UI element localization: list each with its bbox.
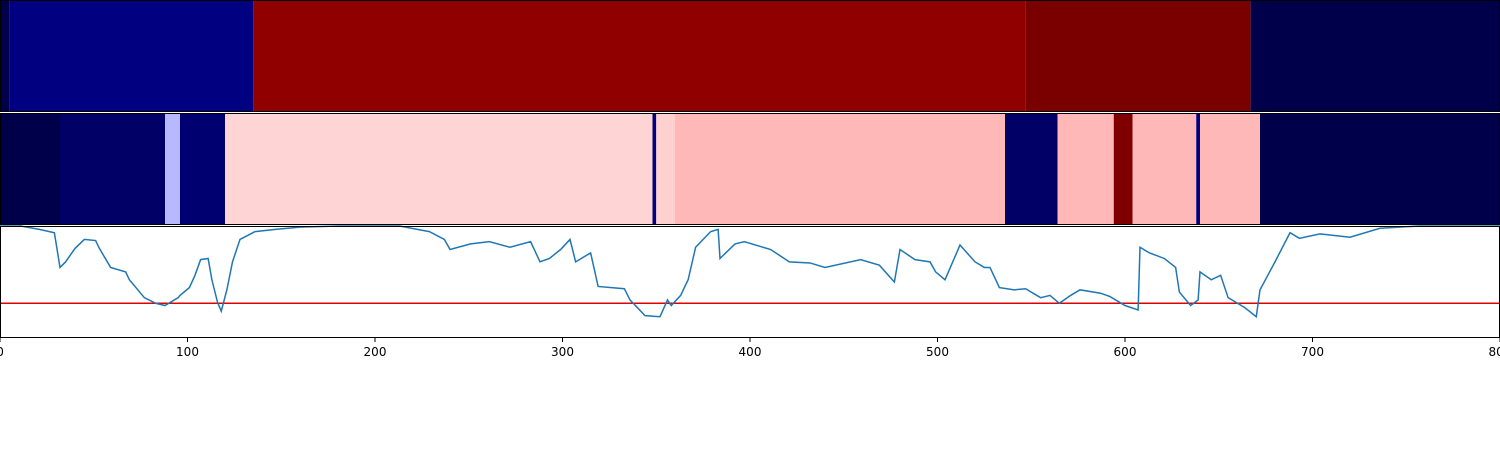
segment [0,0,10,112]
segment [253,0,1026,112]
segment [60,113,165,225]
segment [1005,113,1058,225]
x-tick-label: 500 [926,345,949,359]
line-series [0,225,1500,319]
segment [675,113,1005,225]
segment [652,113,657,225]
segment [1250,0,1500,112]
segment [1025,0,1251,112]
segment [180,113,225,225]
segment [9,0,254,112]
x-tick-label: 300 [551,345,574,359]
x-tick-label: 0 [0,345,4,359]
x-tick-label: 100 [176,345,199,359]
segment [165,113,180,225]
segment [1057,113,1114,225]
segment [1113,113,1133,225]
x-tick-label: 800 [1489,345,1500,359]
segment [1260,113,1500,225]
x-tick-label: 200 [364,345,387,359]
segment [1132,113,1197,225]
segment [1196,113,1200,225]
segment [225,113,653,225]
segment [1200,113,1260,225]
x-tick-label: 700 [1301,345,1324,359]
x-tick-label: 400 [739,345,762,359]
x-tick-label: 600 [1114,345,1137,359]
segment [0,113,60,225]
segment [656,113,675,225]
